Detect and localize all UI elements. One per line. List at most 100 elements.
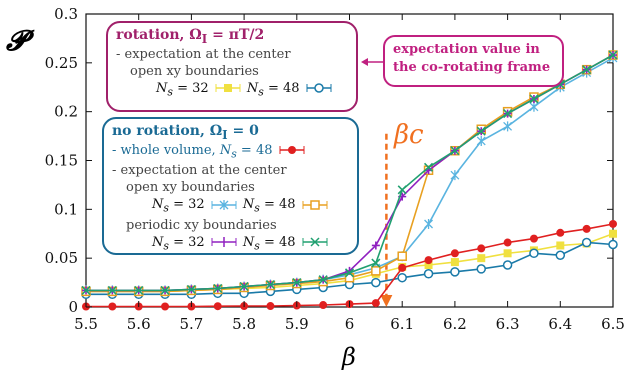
data-point [450, 146, 460, 156]
data-point [503, 238, 512, 247]
data-point [424, 256, 433, 265]
data-point [292, 278, 302, 288]
data-point [265, 279, 276, 290]
data-point [371, 258, 381, 268]
data-point [450, 170, 460, 181]
data-point [503, 109, 513, 119]
legend-rot-title-val: = πT/2 [207, 27, 265, 43]
x-tick-label: 6.4 [548, 315, 572, 333]
data-point [424, 218, 434, 229]
data-point [529, 248, 539, 259]
legend-marker-square-filled-icon [215, 84, 241, 93]
note-corotating: expectation value in the co-rotating fra… [383, 35, 564, 87]
data-point [608, 50, 618, 60]
data-point [556, 228, 565, 237]
legend-rot-title-sub: I [201, 31, 208, 46]
data-point [134, 285, 144, 295]
data-point [186, 284, 196, 294]
data-point [608, 239, 618, 250]
legend-norot-open: open xy boundaries [126, 180, 255, 196]
beta-c-arrow [380, 295, 393, 307]
data-point [477, 254, 486, 263]
data-point [398, 263, 407, 272]
data-point [239, 281, 249, 292]
data-point [319, 301, 328, 310]
data-point [476, 135, 486, 146]
legend-rotation: rotation, ΩI = πT/2 - expectation at the… [106, 21, 358, 112]
data-point [502, 260, 513, 270]
legend-norot-whole: - whole volume, Ns = 48 [112, 142, 349, 163]
legend-marker-square-open-icon [302, 200, 328, 210]
y-tick-label: 0.05 [45, 249, 78, 267]
y-tick-label: 0.2 [54, 103, 78, 121]
legend-rot-line1: - expectation at the center [116, 46, 291, 62]
x-tick-label: 6.3 [496, 315, 520, 333]
data-point [371, 241, 380, 250]
data-point [423, 162, 434, 172]
legend-norot-periodic-entries: Ns = 32 Ns = 48 [112, 234, 349, 255]
y-tick-label: 0.15 [45, 152, 78, 170]
data-point [476, 126, 486, 136]
data-point [529, 94, 539, 104]
series-layer [81, 50, 618, 311]
data-point [371, 277, 381, 288]
data-point [476, 264, 486, 274]
data-point [609, 229, 617, 238]
x-tick-label: 5.5 [74, 315, 98, 333]
legend-marker-plus-icon [211, 237, 237, 248]
data-point [423, 269, 434, 279]
data-point [318, 275, 328, 285]
y-tick-label: 0.25 [45, 54, 78, 72]
tick-layer: 5.5 5.6 5.7 5.8 5.9 6 6.1 6.2 6.3 6.4 6.5 0 0.05 0.1 0… [45, 5, 625, 333]
y-tick-label: 0.1 [54, 200, 78, 218]
data-point [371, 299, 380, 308]
data-point [582, 224, 591, 233]
series-norot_periodic_Ns48 [81, 50, 618, 295]
legend-rot-entries: Ns = 32 Ns = 48 [116, 80, 348, 101]
note-line2: the co-rotating frame [393, 60, 551, 75]
x-tick-label: 6.5 [601, 315, 625, 333]
x-tick-label: 6.1 [390, 315, 414, 333]
legend-norot-title: no rotation, ΩI = 0 [112, 123, 259, 142]
data-point [81, 285, 91, 295]
data-point [344, 268, 355, 278]
data-point [503, 121, 513, 132]
x-tick-label: 6 [345, 315, 355, 333]
data-point [397, 251, 407, 261]
data-point [581, 237, 592, 248]
data-point [161, 302, 170, 311]
data-point [450, 249, 459, 258]
data-point [160, 285, 170, 295]
x-tick-label: 5.8 [232, 315, 256, 333]
x-tick-label: 6.2 [443, 315, 467, 333]
legend-rot-title-text: rotation, Ω [116, 27, 202, 43]
data-point [266, 302, 275, 311]
legend-marker-circle-open-icon [306, 83, 332, 94]
data-point [213, 283, 223, 294]
y-tick-label: 0.3 [54, 5, 78, 23]
legend-norot-periodic: periodic xy boundaries [126, 217, 277, 233]
legend-marker-circle-filled-icon [279, 146, 305, 155]
data-point [424, 261, 433, 270]
legend-norot-center: - expectation at the center [112, 163, 287, 179]
note-line1: expectation value in [393, 42, 540, 57]
data-point [397, 185, 407, 195]
data-point [450, 267, 460, 277]
legend-marker-asterisk-icon [211, 199, 237, 210]
x-tick-label: 5.7 [179, 315, 203, 333]
legend-marker-cross-icon [302, 237, 328, 248]
data-point [450, 258, 459, 267]
legend-no-rotation: no rotation, ΩI = 0 - whole volume, Ns =… [102, 117, 359, 255]
note-arrow-icon [361, 58, 384, 66]
legend-rot-ns32: Ns = 32 [156, 80, 209, 99]
y-tick-label: 0 [68, 298, 78, 316]
data-point [213, 302, 222, 311]
data-point [107, 285, 117, 295]
y-axis-label: 𝓟 [6, 24, 35, 57]
data-point [397, 272, 407, 283]
data-point [371, 266, 381, 276]
data-point [582, 65, 592, 75]
data-point [529, 234, 538, 243]
data-point [108, 302, 117, 311]
